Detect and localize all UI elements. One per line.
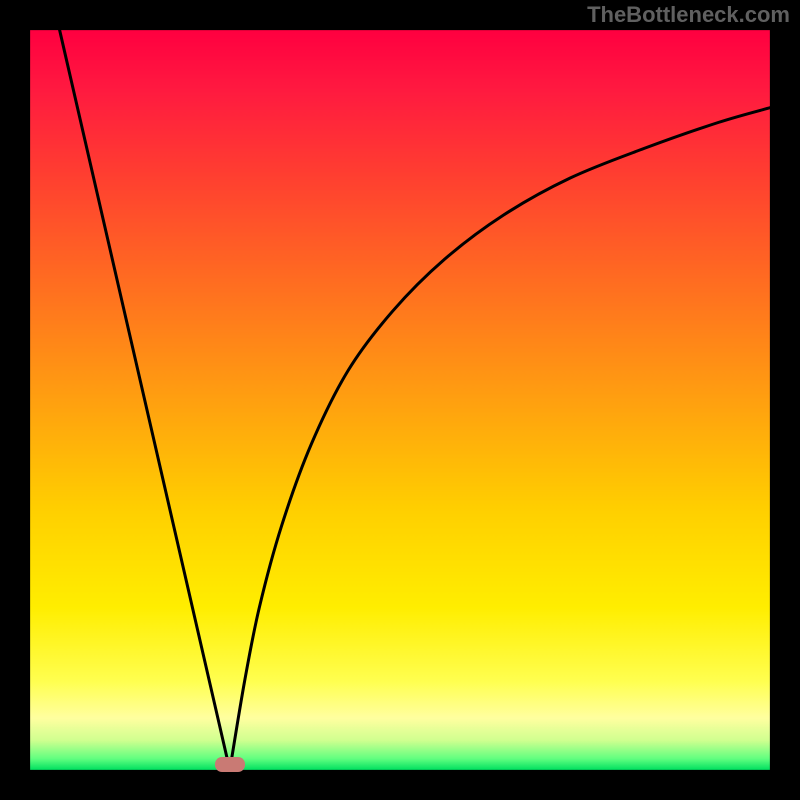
- chart-stage: TheBottleneck.com: [0, 0, 800, 800]
- heat-gradient-background: [0, 0, 800, 800]
